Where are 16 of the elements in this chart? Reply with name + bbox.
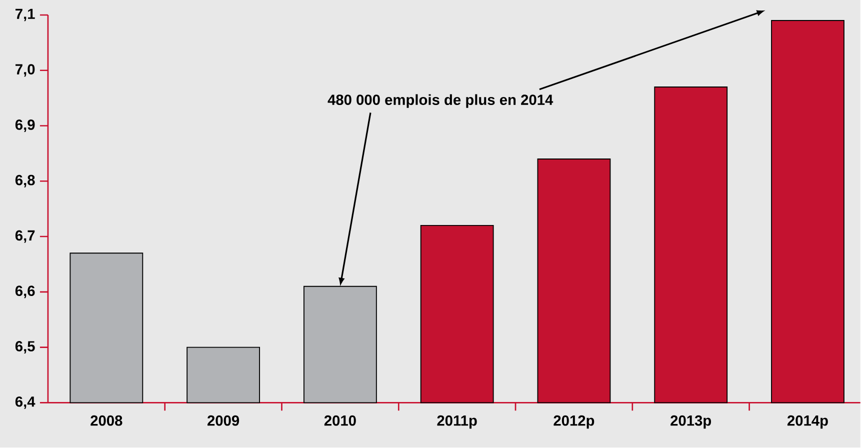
annotation: 480 000 emplois de plus en 2014 <box>328 94 554 108</box>
y-tick-label: 6,5 <box>15 341 35 354</box>
x-tick-label: 2008 <box>90 416 122 426</box>
y-tick-label: 6,8 <box>15 175 35 188</box>
y-tick-label: 6,9 <box>15 120 35 132</box>
y-tick-label: 6,6 <box>15 286 35 298</box>
x-tick-label: 2014p <box>787 416 828 429</box>
x-tick-label: 2009 <box>208 416 240 426</box>
x-tick-label: 2012p <box>554 416 594 429</box>
y-tick-label: 7,1 <box>16 8 35 22</box>
x-tick-label: 2011p <box>437 416 477 429</box>
x-tick-label: 2010 <box>324 416 356 426</box>
y-tick-label: 7,0 <box>16 64 35 77</box>
y-tick-label: 6,7 <box>15 230 35 243</box>
x-tick-label: 2013p <box>670 416 712 429</box>
y-tick-label: 6,4 <box>15 396 36 410</box>
